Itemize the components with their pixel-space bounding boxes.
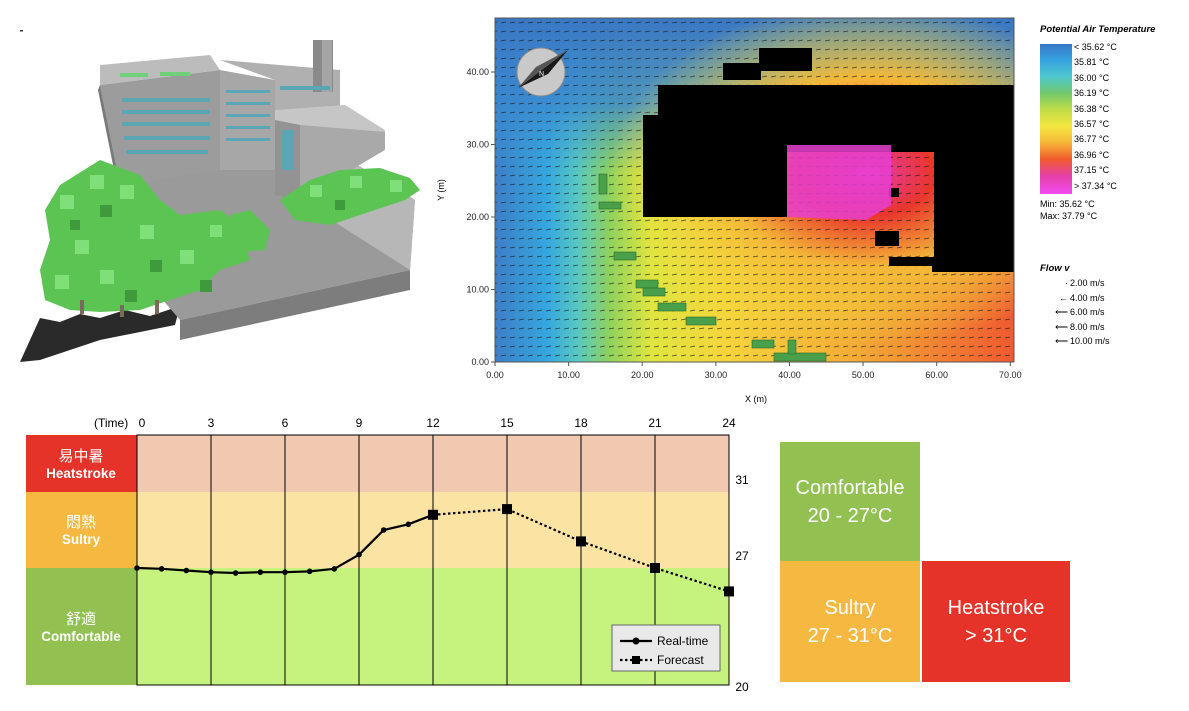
compass-label: N bbox=[539, 71, 544, 78]
x-tick-label: 15 bbox=[500, 416, 514, 430]
compass-icon: N bbox=[516, 47, 568, 97]
x-tick-label: 3 bbox=[208, 416, 215, 430]
forecast-point bbox=[650, 563, 660, 573]
legend-realtime-marker bbox=[632, 637, 640, 645]
legend-temp-label: 36.77 °C bbox=[1074, 134, 1110, 145]
x-tick-label: 12 bbox=[426, 416, 440, 430]
band-label-bg bbox=[26, 492, 137, 568]
map-x-tick: 50.00 bbox=[852, 370, 875, 380]
legend-temp-label: 36.38 °C bbox=[1074, 103, 1110, 114]
category-sultry-range: 27 - 31°C bbox=[807, 624, 893, 647]
map-x-tick: 20.00 bbox=[631, 370, 654, 380]
map-legend: Potential Air Temperature < 35.62 °C 35.8… bbox=[1036, 20, 1186, 360]
map-x-tick: 10.00 bbox=[557, 370, 580, 380]
x-tick-label: 0 bbox=[139, 416, 146, 430]
x-tick-label: 6 bbox=[282, 416, 289, 430]
realtime-point bbox=[282, 569, 288, 575]
realtime-point bbox=[134, 565, 140, 571]
category-sultry-name: Sultry bbox=[824, 596, 876, 619]
flow-arrow-icon: ⟵ bbox=[1055, 336, 1068, 346]
category-sultry: Sultry 27 - 31°C bbox=[780, 561, 920, 682]
legend-temp-label: > 37.34 °C bbox=[1074, 180, 1117, 191]
category-comfortable-name: Comfortable bbox=[795, 476, 905, 499]
legend-realtime: Real-time bbox=[657, 634, 709, 648]
category-heatstroke-range: > 31°C bbox=[965, 624, 1027, 647]
forecast-point bbox=[576, 536, 586, 547]
realtime-point bbox=[356, 551, 362, 558]
legend-flow-label: ⟵ 10.00 m/s bbox=[1040, 336, 1109, 347]
band-label: 舒適 Comfortable bbox=[41, 610, 121, 644]
building-3d-model bbox=[20, 30, 420, 362]
map-field bbox=[495, 18, 1014, 362]
map-x-tick: 40.00 bbox=[778, 370, 801, 380]
category-comfortable: Comfortable 20 - 27°C bbox=[780, 442, 920, 561]
legend-title: Potential Air Temperature bbox=[1040, 24, 1156, 35]
realtime-point bbox=[331, 566, 338, 572]
legend-temp-label: < 35.62 °C bbox=[1074, 42, 1117, 52]
realtime-point bbox=[380, 527, 387, 533]
legend-flow-label: ⟵ 6.00 m/s bbox=[1040, 307, 1104, 318]
comfort-timeline-chart: (Time) 0 3 6 9 12 15 18 21 24 31 27 20 Real-time Fo… bbox=[26, 416, 749, 694]
realtime-point bbox=[183, 567, 190, 574]
flow-arrow-icon: · bbox=[1065, 278, 1068, 288]
forecast-point bbox=[428, 509, 438, 520]
legend-temp-label: 35.81 °C bbox=[1074, 57, 1110, 68]
band-label: 悶熱 Sultry bbox=[61, 514, 101, 547]
realtime-point bbox=[306, 568, 313, 575]
map-trees bbox=[598, 173, 827, 362]
legend-temp-label: 36.96 °C bbox=[1074, 149, 1110, 160]
band-label-bg bbox=[26, 568, 137, 685]
category-heatstroke-name: Heatstroke bbox=[947, 596, 1045, 619]
map-x-tick: 70.00 bbox=[999, 370, 1022, 380]
x-tick-label: 24 bbox=[722, 416, 736, 430]
band-label-bg bbox=[26, 435, 137, 492]
map-y-tick: 10.00 bbox=[466, 285, 489, 295]
y-tick-label: 20 bbox=[735, 680, 749, 694]
flow-title: Flow v bbox=[1040, 263, 1070, 274]
map-y-tick: 40.00 bbox=[466, 67, 489, 77]
x-header: (Time) bbox=[94, 416, 128, 430]
legend-flow-label: ← 4.00 m/s bbox=[1040, 293, 1105, 303]
map-y-tick: 30.00 bbox=[466, 140, 489, 150]
y-tick-label: 27 bbox=[735, 549, 749, 563]
map-y-tick: 0.00 bbox=[471, 357, 489, 367]
x-tick-label: 9 bbox=[356, 416, 363, 430]
realtime-point bbox=[232, 570, 239, 576]
legend-temp-label: 36.19 °C bbox=[1074, 88, 1110, 99]
map-y-axis-label: Y (m) bbox=[436, 179, 446, 201]
flow-arrow-icon: ← bbox=[1059, 292, 1068, 303]
map-y-tick: 20.00 bbox=[466, 212, 489, 222]
legend-temp-label: 36.57 °C bbox=[1074, 119, 1110, 129]
x-tick-label: 18 bbox=[574, 416, 588, 430]
realtime-point bbox=[257, 569, 264, 575]
category-heatstroke: Heatstroke > 31°C bbox=[922, 561, 1070, 682]
realtime-point bbox=[405, 521, 412, 528]
realtime-point bbox=[208, 569, 214, 575]
map-x-tick: 60.00 bbox=[925, 370, 948, 380]
legend-temp-label: 36.00 °C bbox=[1074, 72, 1110, 83]
chart-legend: Real-time Forecast bbox=[611, 624, 721, 672]
y-tick-label: 31 bbox=[735, 473, 749, 487]
x-tick-label: 21 bbox=[648, 416, 662, 430]
legend-temp-label: 37.15 °C bbox=[1074, 165, 1110, 176]
legend-flow-label: · 2.00 m/s bbox=[1040, 278, 1105, 288]
legend-flow-label: ⟵ 8.00 m/s bbox=[1040, 321, 1104, 333]
map-x-axis-label: X (m) bbox=[745, 394, 767, 404]
legend-max: Max: 37.79 °C bbox=[1040, 211, 1098, 221]
realtime-point bbox=[158, 566, 165, 572]
legend-forecast-marker bbox=[632, 656, 640, 664]
forecast-point bbox=[502, 504, 512, 515]
legend-forecast: Forecast bbox=[657, 653, 704, 667]
forecast-point bbox=[724, 586, 734, 597]
map-buildings bbox=[643, 48, 1014, 272]
legend-min: Min: 35.62 °C bbox=[1040, 199, 1095, 209]
map-x-tick: 30.00 bbox=[705, 370, 728, 380]
band-label: 易中暑 Heatstroke bbox=[46, 447, 116, 481]
legend-colorbar bbox=[1040, 44, 1072, 194]
map-x-tick: 0.00 bbox=[486, 370, 504, 380]
flow-arrow-icon: ⟵ bbox=[1055, 307, 1068, 317]
temperature-map: N 0.00 10.00 20.00 30.00 40.00 50.00 60.00 70.0… bbox=[436, 17, 1022, 404]
category-comfortable-range: 20 - 27°C bbox=[807, 504, 893, 527]
flow-arrow-icon: ⟵ bbox=[1055, 321, 1068, 332]
